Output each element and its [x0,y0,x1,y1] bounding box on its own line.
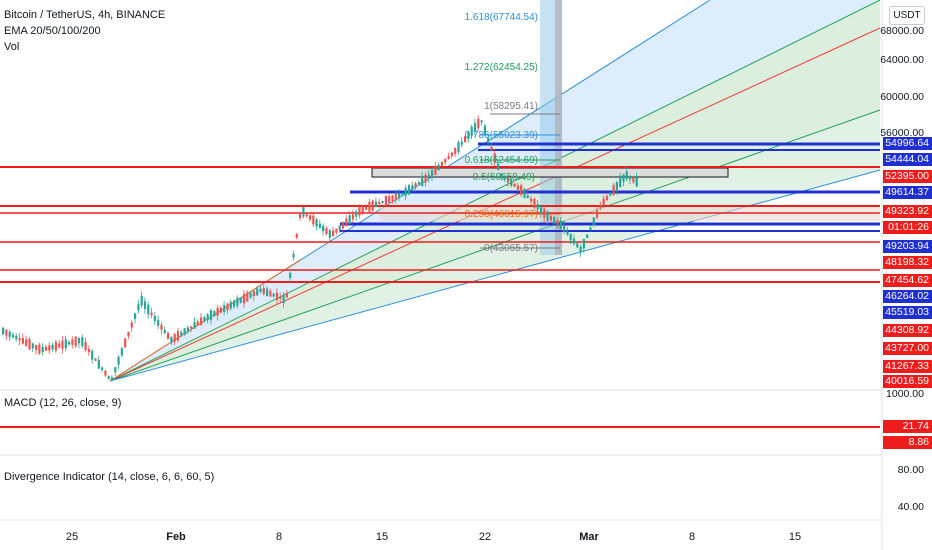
price-axis-label: 56000.00 [880,127,924,139]
time-axis-label: 22 [478,531,492,543]
fib-level-label: 0(43065.57) [484,243,538,254]
price-tag: 54996.64 [883,137,932,150]
time-axis-label: 15 [375,531,389,543]
divergence-axis-label: 40.00 [897,501,924,513]
fib-level-label: 0.786(55023.39) [464,130,538,141]
time-axis-label: Feb [166,531,186,543]
candlestick-series [2,115,638,381]
macd-legend[interactable]: MACD (12, 26, close, 9) [4,397,122,409]
time-axis-label: Mar [579,531,599,543]
currency-selector-button[interactable]: USDT [889,6,925,25]
price-tag: 45519.03 [883,306,932,319]
fib-level-label: 0.236(46615.97) [464,209,538,220]
price-tag: 49323.92 [883,205,932,218]
price-tag: 49614.37 [883,186,932,199]
price-tag: 44308.92 [883,324,932,337]
fib-level-label: 0.618(52454.69) [464,155,538,166]
time-axis-label: 25 [65,531,79,543]
price-axis-label: 60000.00 [880,91,924,103]
price-tag: 43727.00 [883,342,932,355]
price-tag: 40016.59 [883,375,932,388]
divergence-legend[interactable]: Divergence Indicator (14, close, 6, 6, 6… [4,471,215,483]
price-tag: 41267.33 [883,360,932,373]
price-tag: 46264.02 [883,290,932,303]
fib-level-label: 1.272(62454.25) [464,62,538,73]
macd-tag: 21.74 [883,420,932,433]
fib-level-label: 1(58295.41) [484,101,538,112]
time-axis-label: 8 [688,531,696,543]
price-tag: 01:01:26 [883,221,932,234]
time-axis-label: 15 [788,531,802,543]
ema-legend[interactable]: EMA 20/50/100/200 [4,25,101,37]
time-axis-label: 8 [275,531,283,543]
price-tag: 48198.32 [883,256,932,269]
symbol-legend[interactable]: Bitcoin / TetherUS, 4h, BINANCE [4,9,166,21]
price-axis-label: 68000.00 [880,25,924,37]
price-tag: 49203.94 [883,240,932,253]
volume-legend[interactable]: Vol [4,41,20,53]
macd-tag: 8.86 [883,436,932,449]
fib-level-label: 0.5(50658.49) [472,172,535,183]
divergence-axis-label: 80.00 [897,464,924,476]
price-tag: 47454.62 [883,274,932,287]
price-axis-label: 64000.00 [880,54,924,66]
price-tag: 52395.00 [883,170,932,183]
price-tag: 54444.04 [883,153,932,166]
volume-axis-label: 1000.00 [886,388,924,400]
fib-level-label: 1.618(67744.54) [464,12,538,23]
